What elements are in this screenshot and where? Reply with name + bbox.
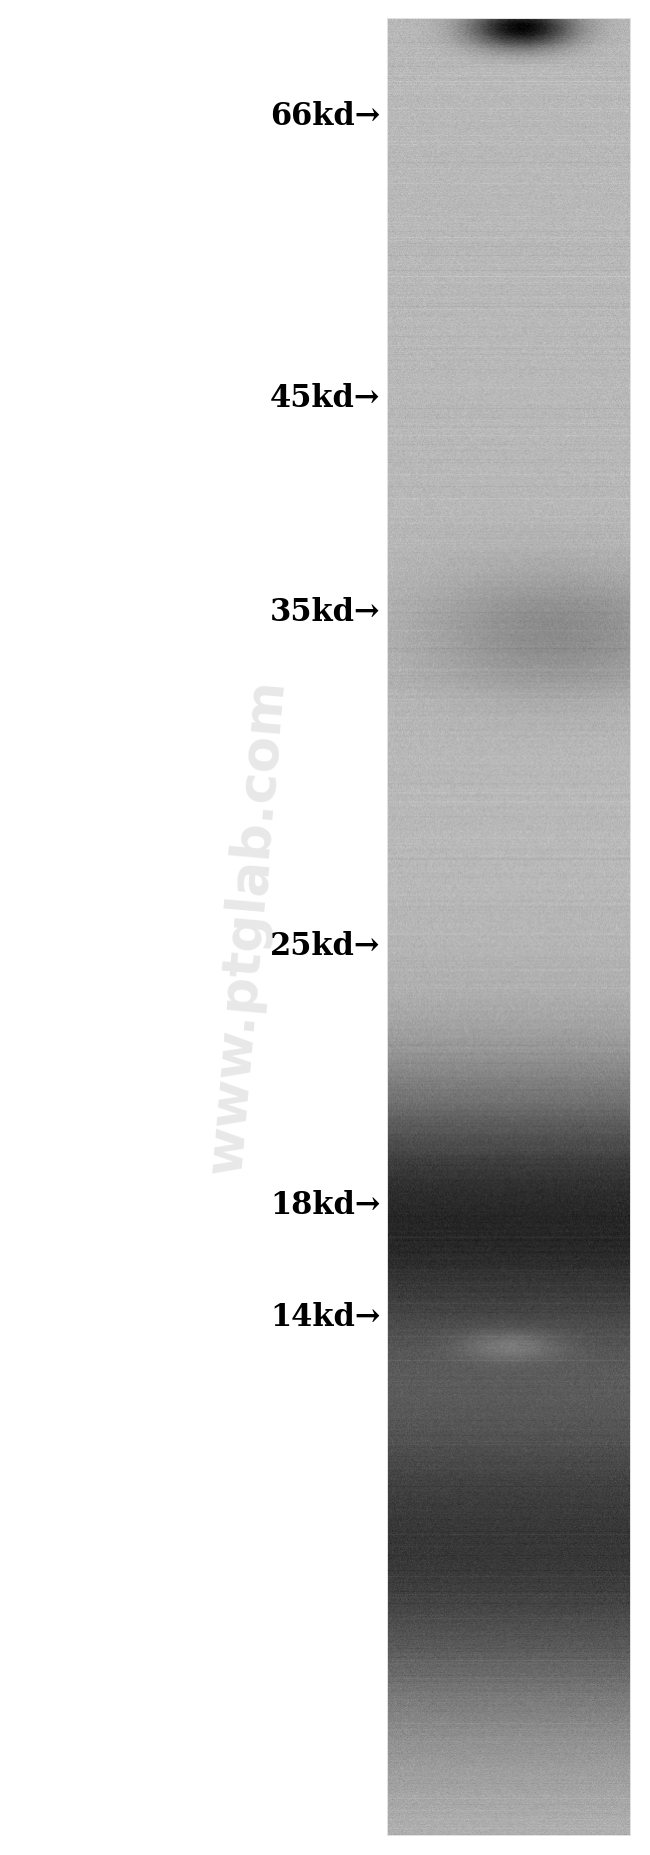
Text: 35kd→: 35kd→ (270, 597, 380, 627)
Text: 66kd→: 66kd→ (270, 102, 380, 132)
Text: 18kd→: 18kd→ (270, 1191, 380, 1221)
Text: www.ptglab.com: www.ptglab.com (200, 677, 294, 1178)
Text: 14kd→: 14kd→ (270, 1302, 380, 1332)
Text: 25kd→: 25kd→ (270, 931, 380, 961)
Text: 45kd→: 45kd→ (270, 384, 380, 414)
